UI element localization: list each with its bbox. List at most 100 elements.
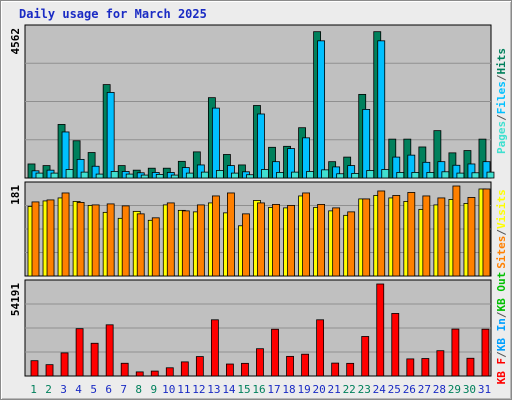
bar-files-day-17 [272, 161, 280, 179]
bar-sites-day-29 [452, 185, 461, 277]
bar-files-day-14 [227, 165, 235, 179]
bar-kbf-day-17 [271, 328, 279, 377]
bar-sites-day-5 [91, 204, 100, 277]
bar-pages-day-7 [125, 173, 134, 179]
bar-pages-day-14 [231, 172, 239, 179]
day-label: 9 [150, 383, 157, 396]
bar-files-day-3 [61, 131, 70, 179]
day-label: 26 [403, 383, 416, 396]
day-label: 29 [448, 383, 461, 396]
bar-pages-day-25 [396, 172, 405, 179]
day-label: 17 [267, 383, 280, 396]
y-max-label: 4562 [9, 28, 22, 55]
legend-separator: / [495, 114, 508, 121]
day-label: 25 [388, 383, 401, 396]
bar-files-day-30 [467, 163, 476, 179]
x-axis-day-labels: 1 2 3 4 5 6 7 8 9 10 11 12 13 14 15 16 17 18 19 20 21 22 23 24 2… [30, 383, 491, 396]
day-label: 24 [373, 383, 387, 396]
bar-files-day-4 [76, 158, 85, 179]
day-label: 31 [478, 383, 491, 396]
bar-sites-day-21 [332, 207, 341, 277]
legend-separator: / [495, 351, 508, 358]
bar-files-day-26 [407, 154, 416, 179]
day-label: 3 [60, 383, 67, 396]
day-label: 16 [252, 383, 265, 396]
bar-kbf-day-4 [75, 328, 84, 377]
bar-pages-day-5 [95, 173, 104, 179]
day-label: 13 [207, 383, 220, 396]
bar-files-day-6 [106, 92, 115, 179]
bar-kbf-day-7 [120, 362, 129, 377]
day-label: 8 [135, 383, 142, 396]
bar-files-day-23 [362, 109, 371, 179]
bar-pages-day-6 [110, 171, 119, 179]
bar-sites-day-20 [317, 203, 326, 277]
day-label: 15 [237, 383, 250, 396]
bar-pages-day-4 [80, 171, 89, 179]
bar-pages-day-23 [366, 170, 375, 179]
day-label: 20 [313, 383, 326, 396]
chart-panel-3: 54191 [9, 279, 492, 377]
bar-kbf-day-8 [135, 371, 144, 377]
bar-pages-day-26 [411, 172, 420, 179]
legend-item-pages: Pages [495, 121, 508, 154]
bar-sites-day-15 [242, 213, 250, 277]
bar-sites-day-14 [227, 192, 235, 277]
bar-sites-day-25 [392, 195, 401, 277]
bar-pages-day-31 [486, 171, 495, 179]
legend-separator: / [495, 229, 508, 236]
bar-files-day-28 [437, 161, 446, 179]
bar-kbf-day-20 [316, 319, 325, 377]
bar-kbf-day-24 [376, 283, 385, 377]
bar-kbf-day-16 [256, 348, 264, 377]
y-max-label: 181 [9, 185, 22, 205]
bar-pages-day-2 [50, 172, 59, 179]
day-label: 27 [418, 383, 431, 396]
day-label: 19 [297, 383, 310, 396]
bar-files-day-13 [211, 107, 220, 179]
bar-files-day-19 [302, 137, 310, 179]
bar-files-day-20 [317, 40, 326, 179]
day-label: 18 [282, 383, 295, 396]
bar-kbf-day-13 [210, 319, 219, 377]
day-label: 5 [90, 383, 97, 396]
bar-sites-day-28 [437, 197, 446, 277]
legend-text: KB F/KB In/KB Out [495, 272, 508, 385]
bar-pages-day-24 [381, 169, 390, 179]
bar-pages-day-10 [170, 174, 179, 179]
legend-1: Pages/Files/Hits [495, 48, 508, 154]
bar-files-day-24 [377, 40, 386, 179]
bar-sites-day-4 [76, 202, 85, 277]
bar-sites-day-23 [362, 198, 371, 277]
day-label: 28 [433, 383, 446, 396]
bar-files-day-22 [347, 165, 356, 179]
bar-files-day-16 [257, 113, 265, 179]
bar-sites-day-18 [287, 204, 295, 277]
bar-kbf-day-29 [451, 328, 460, 377]
bar-sites-day-31 [482, 188, 491, 277]
legend-item-kb-in: KB In [495, 318, 508, 351]
bar-kbf-day-30 [466, 357, 475, 377]
bar-kbf-day-21 [331, 362, 340, 377]
bar-pages-day-15 [246, 174, 254, 179]
bar-files-day-27 [422, 161, 431, 179]
legend-item-files: Files [495, 81, 508, 114]
bar-pages-day-20 [321, 169, 330, 179]
bar-pages-day-29 [456, 172, 465, 179]
day-label: 4 [75, 383, 82, 396]
bar-pages-day-22 [351, 173, 360, 179]
bar-kbf-day-11 [180, 361, 189, 377]
bar-sites-day-16 [257, 202, 265, 277]
bar-kbf-day-3 [60, 352, 69, 377]
bar-sites-day-26 [407, 192, 416, 277]
bar-sites-day-8 [136, 213, 145, 277]
bar-pages-day-3 [65, 169, 74, 179]
bar-pages-day-16 [261, 169, 269, 179]
day-label: 12 [192, 383, 205, 396]
bar-sites-day-27 [422, 195, 431, 277]
bar-sites-day-13 [211, 195, 220, 277]
bar-pages-day-27 [426, 172, 435, 179]
day-label: 6 [105, 383, 112, 396]
day-label: 11 [177, 383, 190, 396]
